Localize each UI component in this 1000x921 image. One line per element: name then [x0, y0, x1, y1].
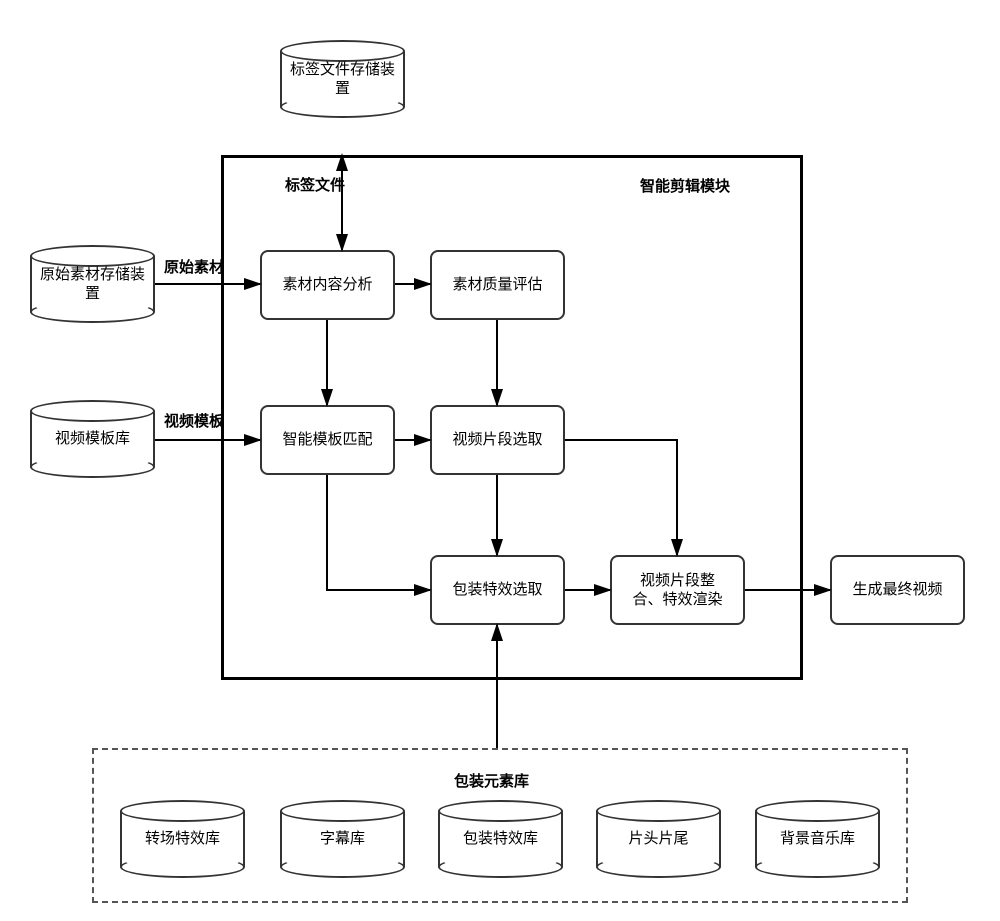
cylinder-tag-store: 标签文件存储装置: [280, 40, 405, 118]
cylinder-head-tail: 片头片尾: [596, 800, 721, 878]
edge-label-raw-material: 原始素材: [164, 256, 224, 277]
diagram-canvas: 智能剪辑模块 包装元素库 标签文件存储装置 原始素材存储装置 视频模板库 转场特…: [0, 0, 1000, 921]
cylinder-label: 片头片尾: [622, 829, 694, 849]
box-clip-select: 视频片段选取: [430, 405, 565, 475]
cylinder-package-fx: 包装特效库: [438, 800, 563, 878]
cylinder-template-store: 视频模板库: [30, 400, 155, 478]
box-label: 素材质量评估: [452, 275, 542, 295]
box-label: 生成最终视频: [852, 580, 942, 600]
cylinder-label: 原始素材存储装置: [34, 265, 151, 304]
box-final-output: 生成最终视频: [830, 555, 965, 625]
cylinder-bgm: 背景音乐库: [755, 800, 880, 878]
edge-label-video-template: 视频模板: [164, 410, 224, 431]
box-fx-select: 包装特效选取: [430, 555, 565, 625]
cylinder-transition-fx: 转场特效库: [120, 800, 245, 878]
box-label: 智能模板匹配: [282, 430, 372, 450]
cylinder-label: 标签文件存储装置: [284, 60, 401, 99]
cylinder-subtitles: 字幕库: [280, 800, 405, 878]
cylinder-raw-store: 原始素材存储装置: [30, 245, 155, 323]
box-assemble-render: 视频片段整合、特效渲染: [610, 555, 745, 625]
cylinder-label: 视频模板库: [49, 429, 136, 449]
box-quality-eval: 素材质量评估: [430, 250, 565, 320]
cylinder-label: 字幕库: [314, 829, 371, 849]
cylinder-label: 转场特效库: [139, 829, 226, 849]
cylinder-label: 背景音乐库: [774, 829, 861, 849]
box-label: 素材内容分析: [282, 275, 372, 295]
cylinder-label: 包装特效库: [457, 829, 544, 849]
edge-label-tag-file: 标签文件: [285, 174, 345, 195]
box-content-analysis: 素材内容分析: [260, 250, 395, 320]
package-frame-title: 包装元素库: [454, 770, 529, 791]
module-frame-title: 智能剪辑模块: [640, 175, 730, 196]
box-template-match: 智能模板匹配: [260, 405, 395, 475]
box-label: 包装特效选取: [452, 580, 542, 600]
box-label: 视频片段整合、特效渲染: [632, 571, 722, 610]
box-label: 视频片段选取: [452, 430, 542, 450]
